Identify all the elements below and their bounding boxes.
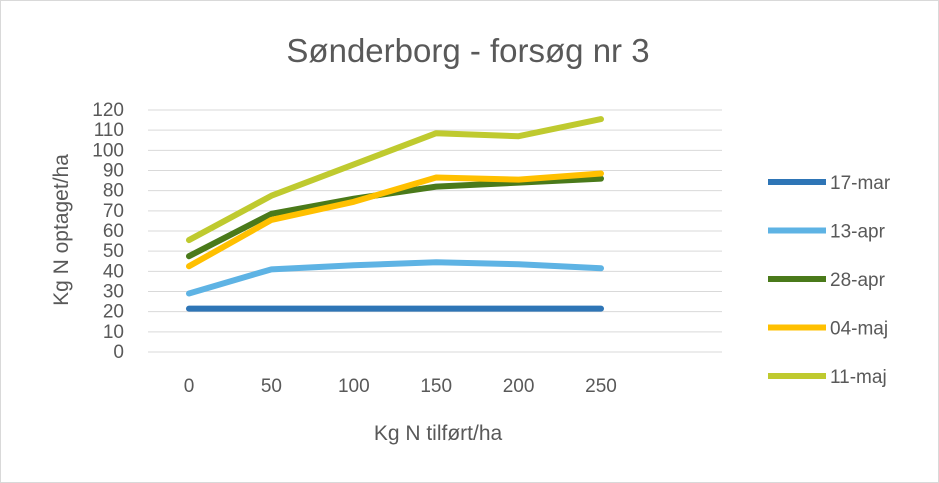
y-tick-label: 110 (94, 120, 124, 141)
legend-label: 04-maj (830, 319, 888, 340)
chart-title: Sønderborg - forsøg nr 3 (286, 32, 649, 69)
y-tick-label: 30 (103, 282, 124, 303)
y-tick-label: 60 (103, 221, 124, 242)
y-tick-label: 50 (103, 241, 124, 262)
gridlines (148, 109, 722, 353)
series-lines (186, 116, 604, 312)
legend-label: 28-apr (830, 270, 886, 291)
y-tick-label: 120 (92, 100, 124, 121)
x-tick-label: 150 (420, 376, 452, 397)
legend-label: 11-maj (830, 367, 887, 388)
series-line-11-maj (186, 116, 604, 244)
series-line-13-apr (186, 259, 604, 297)
legend: 17-mar 13-apr 28-apr 04-maj 11-maj (768, 173, 891, 388)
x-tick-label: 0 (184, 376, 195, 397)
y-tick-label: 40 (103, 261, 124, 282)
series-line-04-maj (186, 170, 604, 270)
y-tick-label: 90 (103, 161, 124, 182)
x-tick-label: 50 (261, 376, 282, 397)
y-tick-label: 20 (103, 302, 124, 323)
x-tick-label: 200 (503, 376, 535, 397)
x-axis-label: Kg N tilført/ha (374, 422, 503, 445)
legend-label: 13-apr (830, 222, 886, 243)
y-tick-label: 0 (113, 342, 124, 363)
y-tick-label: 10 (103, 322, 124, 343)
x-axis-ticks: 0 50 100 150 200 250 (184, 376, 617, 397)
y-axis-label: Kg N optaget/ha (50, 154, 73, 306)
x-tick-label: 250 (585, 376, 617, 397)
y-tick-label: 70 (103, 201, 124, 222)
x-tick-label: 100 (338, 376, 370, 397)
y-tick-label: 100 (92, 140, 124, 161)
legend-label: 17-mar (830, 173, 891, 194)
y-tick-label: 80 (103, 181, 124, 202)
